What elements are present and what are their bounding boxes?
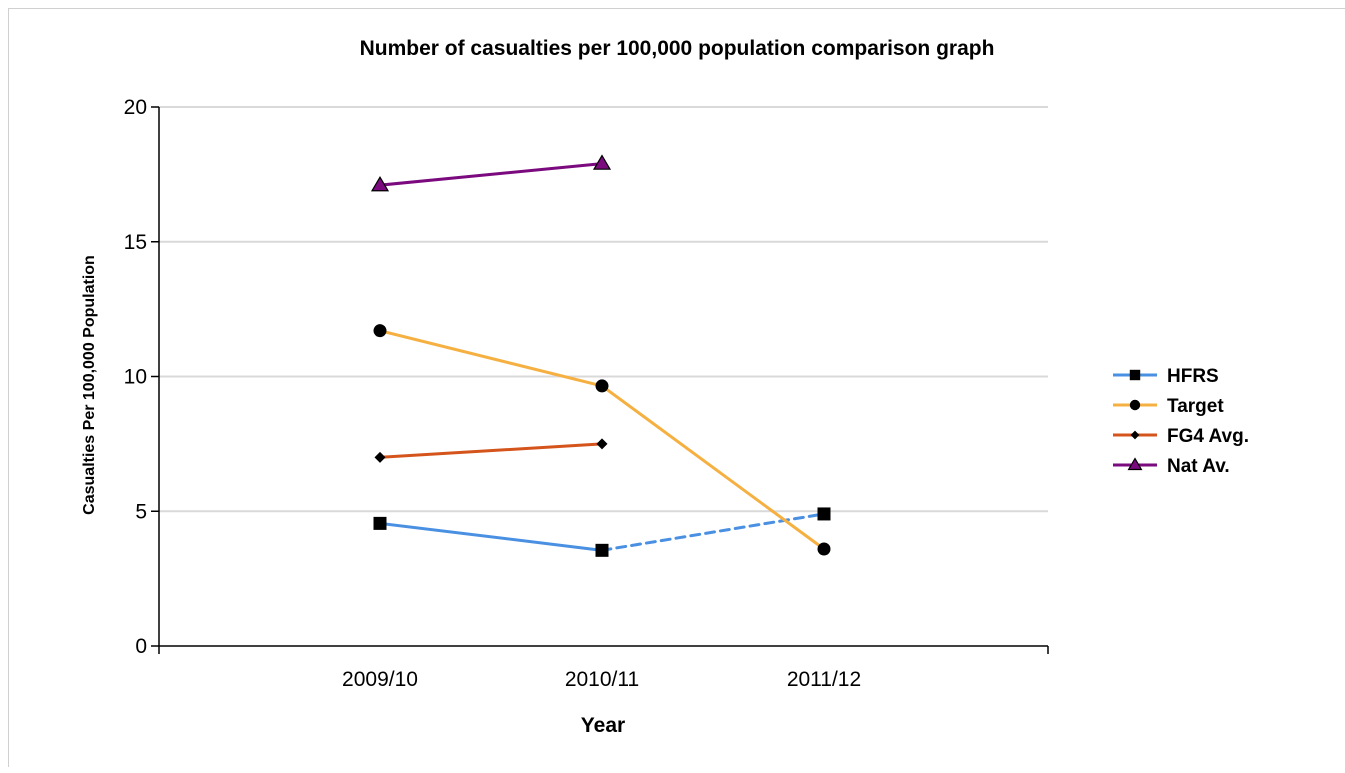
data-point-target [595,379,609,393]
axes [151,106,1049,654]
legend-marker-hfrs [1129,369,1141,381]
x-tick-label: 2010/11 [565,668,639,691]
legend-label-fg4-avg-: FG4 Avg. [1167,426,1249,447]
series-line-hfrs [378,521,604,552]
data-point-fg4-avg- [374,451,386,463]
series-lines [378,162,826,552]
series-line-hfrs [600,512,826,552]
series-line-fg4-avg- [378,442,604,459]
series-line-nat-av- [378,162,604,187]
legend-marker-target [1129,399,1141,411]
x-axis-title: Year [581,714,625,737]
series-markers [370,154,831,557]
legend-marker-fg4-avg- [1130,430,1140,440]
chart-frame: Number of casualties per 100,000 populat… [8,8,1345,767]
tick-labels: 0 5 10 15 20 2009/10 2010/11 2011/12 [124,96,862,691]
series-line-target [378,329,604,388]
data-point-target [817,542,831,556]
y-axis-title: Casualties Per 100,000 Population [81,255,98,515]
legend: HFRS Target FG4 Avg. Nat Av. [1113,366,1249,477]
y-tick-label: 10 [124,366,147,389]
y-tick-label: 15 [124,231,147,254]
series-line-target [600,384,826,551]
line-chart: Number of casualties per 100,000 populat… [81,37,1249,737]
data-point-hfrs [373,516,387,530]
x-tick-label: 2011/12 [787,668,861,691]
data-point-nat-av- [592,154,612,170]
legend-marker-nat-av- [1127,457,1143,471]
data-point-hfrs [817,507,831,521]
legend-label-nat-av-: Nat Av. [1167,456,1230,477]
y-tick-label: 5 [135,500,147,523]
y-tick-label: 20 [124,96,147,119]
y-tick-label: 0 [135,635,147,658]
data-point-nat-av- [370,175,390,192]
data-point-fg4-avg- [596,438,608,450]
legend-label-target: Target [1167,396,1224,417]
x-tick-label: 2009/10 [342,668,418,691]
data-point-hfrs [595,543,609,557]
data-point-target [373,324,387,338]
legend-label-hfrs: HFRS [1167,366,1219,387]
chart-title: Number of casualties per 100,000 populat… [360,37,995,60]
gridlines [159,106,1048,513]
